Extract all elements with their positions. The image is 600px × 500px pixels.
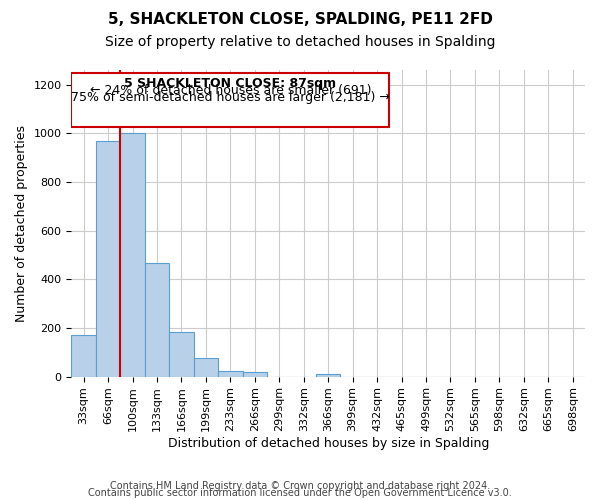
Y-axis label: Number of detached properties: Number of detached properties xyxy=(15,125,28,322)
Bar xyxy=(96,140,121,376)
Bar xyxy=(242,372,267,376)
Bar xyxy=(218,370,242,376)
Text: Size of property relative to detached houses in Spalding: Size of property relative to detached ho… xyxy=(105,35,495,49)
Text: 5 SHACKLETON CLOSE: 87sqm: 5 SHACKLETON CLOSE: 87sqm xyxy=(124,76,337,90)
Bar xyxy=(194,358,218,376)
FancyBboxPatch shape xyxy=(71,73,389,127)
X-axis label: Distribution of detached houses by size in Spalding: Distribution of detached houses by size … xyxy=(167,437,489,450)
Text: 5, SHACKLETON CLOSE, SPALDING, PE11 2FD: 5, SHACKLETON CLOSE, SPALDING, PE11 2FD xyxy=(107,12,493,28)
Text: ← 24% of detached houses are smaller (691): ← 24% of detached houses are smaller (69… xyxy=(89,84,371,98)
Bar xyxy=(121,134,145,376)
Text: 75% of semi-detached houses are larger (2,181) →: 75% of semi-detached houses are larger (… xyxy=(71,92,390,104)
Bar xyxy=(145,264,169,376)
Text: Contains public sector information licensed under the Open Government Licence v3: Contains public sector information licen… xyxy=(88,488,512,498)
Bar xyxy=(316,374,340,376)
Bar xyxy=(71,335,96,376)
Text: Contains HM Land Registry data © Crown copyright and database right 2024.: Contains HM Land Registry data © Crown c… xyxy=(110,481,490,491)
Bar xyxy=(169,332,194,376)
